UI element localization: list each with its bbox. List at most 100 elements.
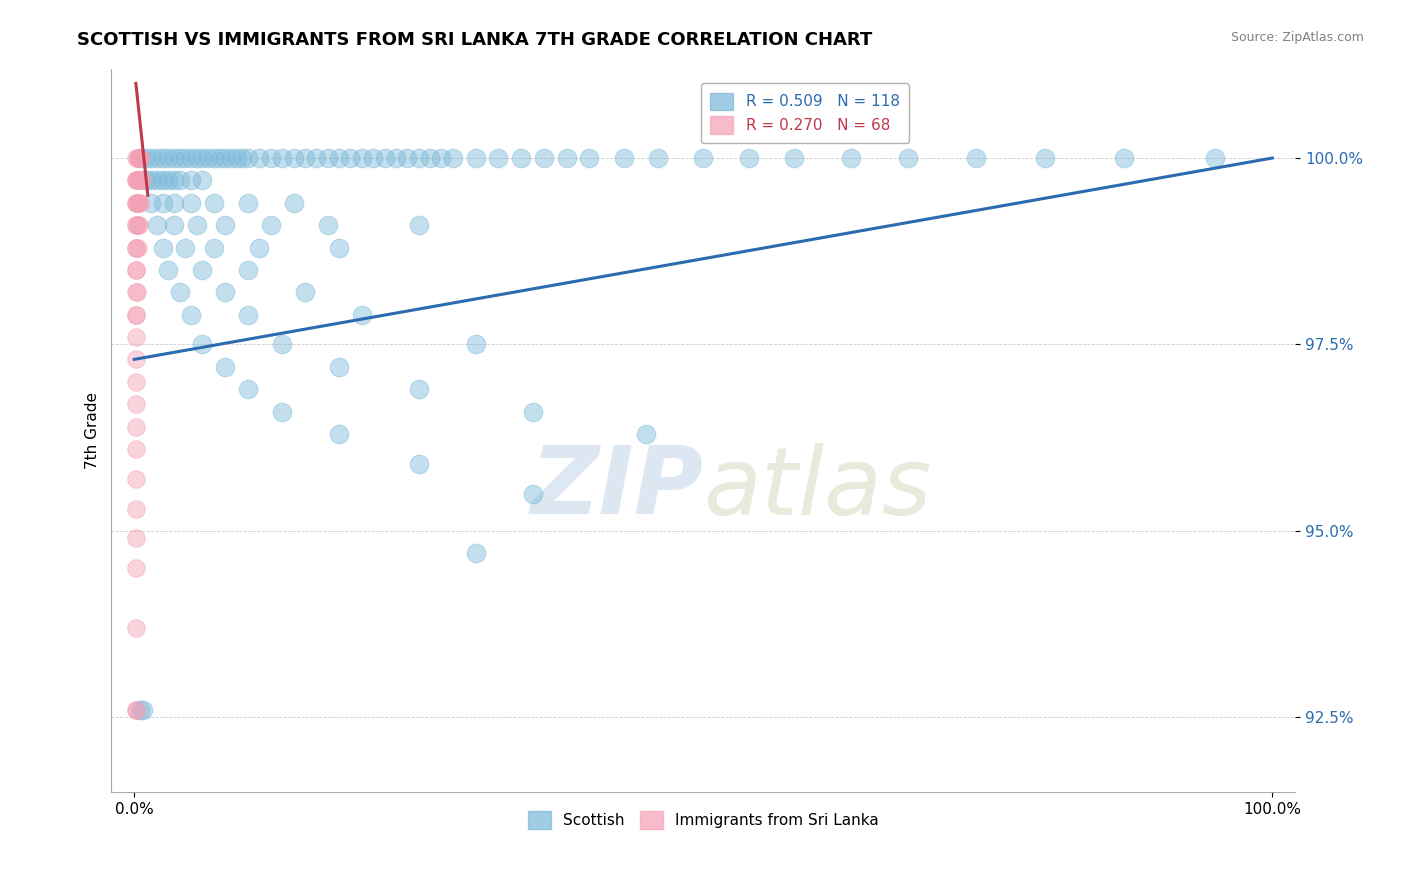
Point — [125, 352, 148, 367]
Point — [125, 375, 148, 389]
Point — [236, 195, 259, 210]
Point — [486, 151, 509, 165]
Point — [127, 173, 149, 187]
Point — [214, 218, 236, 232]
Point — [636, 427, 658, 442]
Point — [430, 151, 453, 165]
Point — [897, 151, 920, 165]
Point — [127, 240, 149, 254]
Point — [146, 151, 169, 165]
Point — [127, 195, 149, 210]
Point — [125, 330, 148, 344]
Point — [129, 151, 152, 165]
Point — [125, 173, 148, 187]
Point — [129, 173, 152, 187]
Point — [361, 151, 384, 165]
Point — [202, 151, 225, 165]
Point — [125, 240, 148, 254]
Point — [125, 532, 148, 546]
Point — [127, 173, 149, 187]
Point — [578, 151, 600, 165]
Point — [214, 151, 236, 165]
Point — [174, 151, 197, 165]
Point — [125, 621, 148, 635]
Point — [692, 151, 714, 165]
Point — [125, 285, 148, 300]
Point — [328, 359, 350, 374]
Point — [236, 263, 259, 277]
Point — [191, 263, 214, 277]
Point — [271, 404, 294, 418]
Point — [128, 218, 150, 232]
Point — [125, 397, 148, 411]
Point — [163, 218, 186, 232]
Point — [328, 151, 350, 165]
Point — [208, 151, 231, 165]
Point — [385, 151, 408, 165]
Point — [316, 151, 339, 165]
Point — [125, 308, 148, 322]
Point — [163, 173, 186, 187]
Point — [125, 285, 148, 300]
Point — [131, 173, 153, 187]
Point — [236, 382, 259, 396]
Point — [738, 151, 761, 165]
Point — [186, 151, 208, 165]
Point — [125, 195, 148, 210]
Point — [125, 703, 148, 717]
Point — [408, 218, 430, 232]
Point — [125, 173, 148, 187]
Point — [141, 173, 163, 187]
Point — [125, 263, 148, 277]
Point — [135, 173, 157, 187]
Point — [555, 151, 578, 165]
Point — [231, 151, 253, 165]
Point — [157, 263, 180, 277]
Point — [180, 195, 202, 210]
Point — [464, 151, 486, 165]
Point — [174, 240, 197, 254]
Point — [236, 308, 259, 322]
Point — [283, 195, 305, 210]
Point — [157, 173, 180, 187]
Point — [613, 151, 636, 165]
Point — [141, 151, 163, 165]
Point — [464, 337, 486, 351]
Point — [510, 151, 533, 165]
Point — [374, 151, 396, 165]
Point — [128, 703, 150, 717]
Point — [128, 151, 150, 165]
Point — [283, 151, 305, 165]
Legend: Scottish, Immigrants from Sri Lanka: Scottish, Immigrants from Sri Lanka — [522, 805, 884, 835]
Point — [128, 151, 150, 165]
Text: ZIP: ZIP — [530, 442, 703, 534]
Point — [152, 173, 174, 187]
Point — [271, 337, 294, 351]
Point — [125, 218, 148, 232]
Point — [408, 457, 430, 471]
Point — [125, 173, 148, 187]
Point — [127, 151, 149, 165]
Point — [125, 308, 148, 322]
Point — [214, 285, 236, 300]
Point — [135, 151, 157, 165]
Point — [180, 151, 202, 165]
Point — [169, 285, 191, 300]
Point — [125, 472, 148, 486]
Point — [202, 240, 225, 254]
Point — [408, 382, 430, 396]
Point — [214, 359, 236, 374]
Point — [180, 308, 202, 322]
Point — [522, 486, 544, 500]
Point — [128, 151, 150, 165]
Point — [141, 195, 163, 210]
Point — [202, 195, 225, 210]
Text: SCOTTISH VS IMMIGRANTS FROM SRI LANKA 7TH GRADE CORRELATION CHART: SCOTTISH VS IMMIGRANTS FROM SRI LANKA 7T… — [77, 31, 873, 49]
Point — [328, 240, 350, 254]
Point — [128, 151, 150, 165]
Point — [186, 218, 208, 232]
Point — [128, 195, 150, 210]
Point — [1033, 151, 1056, 165]
Point — [125, 263, 148, 277]
Point — [236, 151, 259, 165]
